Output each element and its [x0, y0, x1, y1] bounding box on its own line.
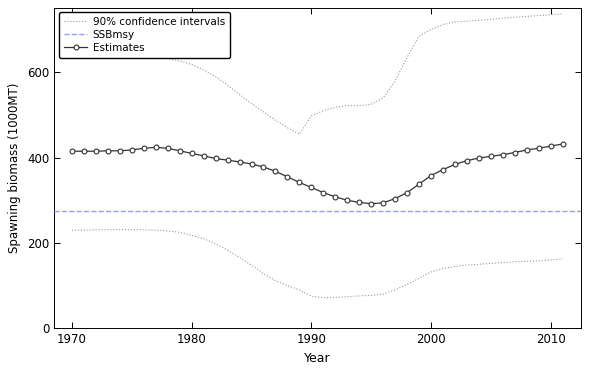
- 90% confidence intervals: [248, 101, 255, 106]
- 90% confidence intervals: [428, 28, 435, 32]
- 90% confidence intervals: [487, 17, 494, 22]
- 90% confidence intervals: [464, 19, 471, 23]
- 90% confidence intervals: [224, 83, 231, 87]
- Line: 90% confidence intervals: 90% confidence intervals: [72, 14, 562, 134]
- 90% confidence intervals: [380, 95, 387, 100]
- 90% confidence intervals: [188, 62, 195, 67]
- 90% confidence intervals: [116, 54, 123, 59]
- 90% confidence intervals: [547, 12, 554, 17]
- 90% confidence intervals: [308, 114, 315, 118]
- Legend: 90% confidence intervals, SSBmsy, Estimates: 90% confidence intervals, SSBmsy, Estima…: [59, 12, 230, 58]
- 90% confidence intervals: [284, 126, 291, 130]
- Estimates: [224, 158, 231, 162]
- 90% confidence intervals: [272, 118, 279, 122]
- 90% confidence intervals: [392, 79, 399, 83]
- Estimates: [403, 190, 411, 195]
- 90% confidence intervals: [535, 13, 542, 18]
- 90% confidence intervals: [475, 18, 482, 22]
- Estimates: [68, 149, 75, 153]
- 90% confidence intervals: [523, 14, 530, 19]
- Estimates: [140, 146, 147, 150]
- 90% confidence intervals: [344, 103, 351, 108]
- Estimates: [475, 156, 482, 160]
- Estimates: [344, 198, 351, 203]
- 90% confidence intervals: [260, 110, 267, 114]
- 90% confidence intervals: [559, 12, 566, 16]
- Estimates: [535, 146, 542, 150]
- 90% confidence intervals: [68, 55, 75, 60]
- Estimates: [104, 148, 111, 153]
- Estimates: [392, 196, 399, 201]
- 90% confidence intervals: [451, 20, 458, 24]
- Estimates: [523, 148, 530, 152]
- Estimates: [439, 167, 446, 172]
- Line: Estimates: Estimates: [70, 141, 565, 206]
- Estimates: [428, 173, 435, 178]
- 90% confidence intervals: [200, 68, 207, 72]
- Estimates: [176, 148, 183, 153]
- Estimates: [547, 144, 554, 148]
- 90% confidence intervals: [499, 16, 507, 21]
- Estimates: [200, 154, 207, 158]
- Estimates: [332, 195, 339, 199]
- Estimates: [212, 156, 219, 161]
- 90% confidence intervals: [152, 55, 159, 60]
- Estimates: [236, 160, 243, 164]
- Estimates: [464, 159, 471, 163]
- Y-axis label: Spawning biomass (1000MT): Spawning biomass (1000MT): [8, 83, 21, 254]
- Estimates: [260, 165, 267, 169]
- 90% confidence intervals: [104, 54, 111, 59]
- Estimates: [511, 150, 518, 155]
- 90% confidence intervals: [92, 54, 100, 59]
- Estimates: [499, 153, 507, 157]
- Estimates: [559, 142, 566, 146]
- Estimates: [416, 182, 423, 186]
- 90% confidence intervals: [296, 132, 303, 137]
- 90% confidence intervals: [212, 74, 219, 79]
- 90% confidence intervals: [128, 54, 135, 59]
- 90% confidence intervals: [80, 55, 87, 59]
- Estimates: [92, 149, 100, 153]
- Estimates: [308, 185, 315, 190]
- Estimates: [487, 154, 494, 159]
- 90% confidence intervals: [332, 105, 339, 110]
- Estimates: [164, 146, 171, 150]
- 90% confidence intervals: [403, 55, 411, 60]
- Estimates: [152, 145, 159, 150]
- 90% confidence intervals: [416, 34, 423, 38]
- X-axis label: Year: Year: [304, 352, 330, 365]
- 90% confidence intervals: [439, 22, 446, 27]
- Estimates: [368, 201, 375, 206]
- Estimates: [272, 169, 279, 173]
- Estimates: [248, 162, 255, 166]
- Estimates: [284, 175, 291, 179]
- Estimates: [296, 180, 303, 185]
- 90% confidence intervals: [511, 15, 518, 19]
- 90% confidence intervals: [356, 103, 363, 108]
- 90% confidence intervals: [176, 59, 183, 63]
- 90% confidence intervals: [140, 55, 147, 59]
- Estimates: [128, 148, 135, 152]
- 90% confidence intervals: [164, 56, 171, 61]
- 90% confidence intervals: [320, 109, 327, 113]
- Estimates: [451, 162, 458, 167]
- Estimates: [80, 149, 87, 153]
- Estimates: [188, 151, 195, 156]
- 90% confidence intervals: [236, 92, 243, 97]
- Estimates: [320, 190, 327, 195]
- 90% confidence intervals: [368, 102, 375, 107]
- Estimates: [116, 148, 123, 153]
- Estimates: [380, 201, 387, 205]
- Estimates: [356, 200, 363, 205]
